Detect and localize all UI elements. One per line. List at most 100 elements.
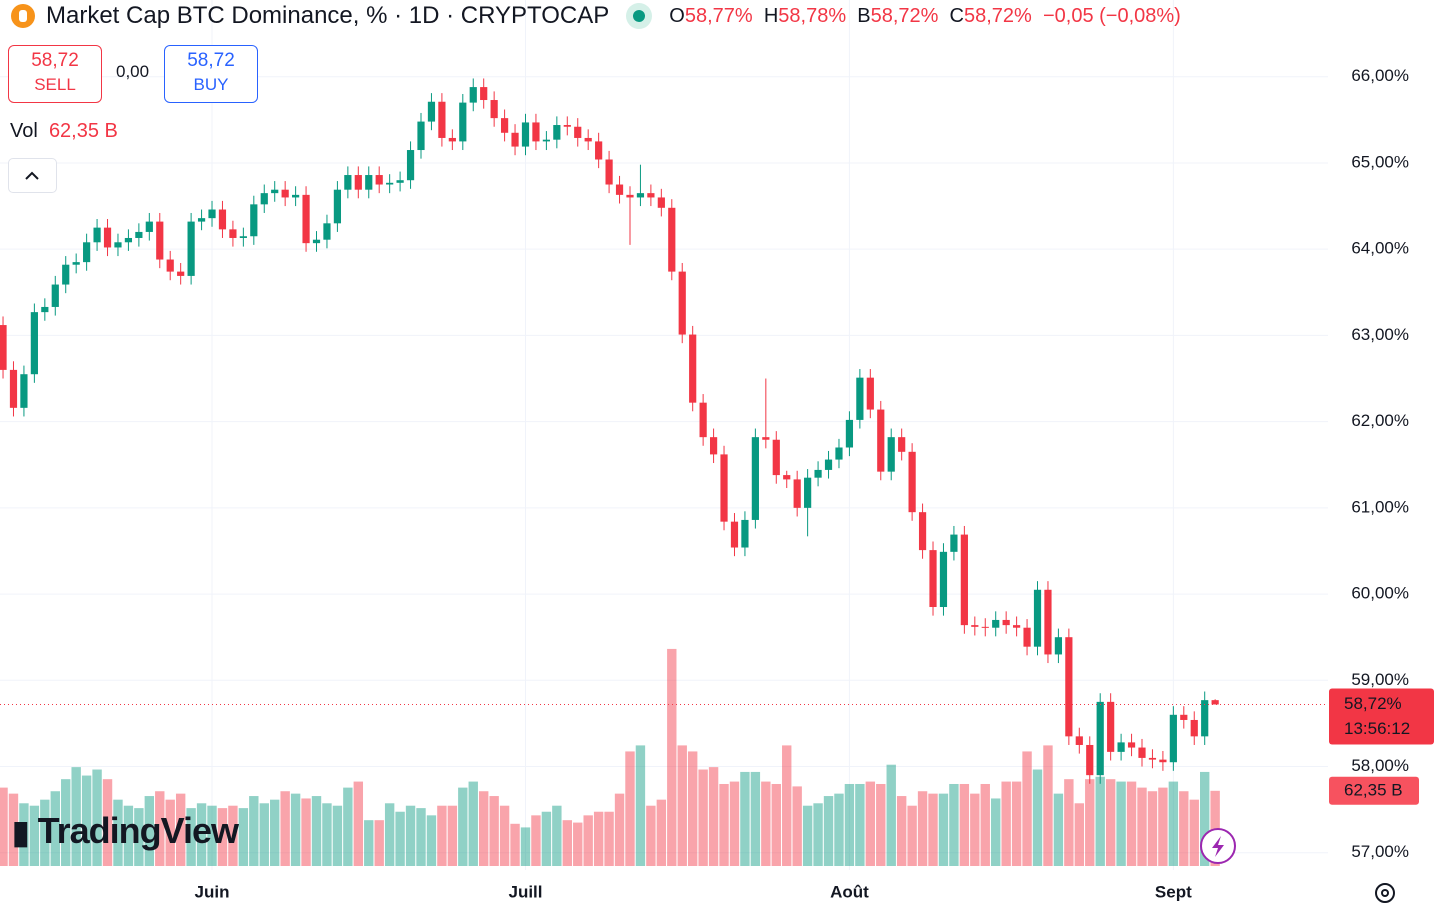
candle-body xyxy=(72,262,80,265)
candle-body xyxy=(1190,719,1198,737)
x-tick-label: Juin xyxy=(195,882,230,901)
candle-body xyxy=(354,175,362,190)
candle-body xyxy=(302,194,310,244)
volume-bar xyxy=(1147,791,1158,866)
volume-bar xyxy=(311,796,322,866)
y-tick-label: 64,00% xyxy=(1351,239,1409,258)
candle-body xyxy=(83,242,91,263)
volume-bar xyxy=(50,791,60,866)
volume-bar xyxy=(750,771,761,866)
volume-bar xyxy=(207,805,217,866)
volume-bar xyxy=(614,793,625,866)
candle-body xyxy=(814,469,822,478)
volume-bar xyxy=(1105,779,1116,866)
h-value: 58,78% xyxy=(778,4,847,27)
ohlc: O58,77% H58,78% B58,72% C58,72% −0,05 (−… xyxy=(669,5,1181,28)
candle-body xyxy=(762,437,770,440)
candle-body xyxy=(574,126,582,138)
volume-bar xyxy=(1043,745,1053,866)
change: −0,05 (−0,08%) xyxy=(1042,4,1181,27)
volume-bar xyxy=(1085,779,1095,866)
vol-label: Vol xyxy=(10,120,38,142)
candle-body xyxy=(51,284,59,307)
volume-bar xyxy=(144,796,155,866)
candle-body xyxy=(793,479,801,508)
volume-bar xyxy=(729,781,740,866)
candle-body xyxy=(1013,625,1021,628)
volume-bar xyxy=(249,796,259,866)
volume-bar xyxy=(238,808,249,866)
header: Market Cap BTC Dominance, % · 1D · CRYPT… xyxy=(10,2,1181,30)
volume-bar xyxy=(81,775,92,866)
volume-bar xyxy=(478,791,489,866)
c-value: 58,72% xyxy=(964,4,1032,27)
candle-body xyxy=(218,209,227,230)
candle-body xyxy=(856,377,864,420)
candle-body xyxy=(783,475,791,480)
volume-bar xyxy=(1116,781,1126,866)
candle-body xyxy=(918,512,927,551)
candle-body xyxy=(741,519,749,548)
y-tick-label: 61,00% xyxy=(1351,497,1409,516)
buy-button[interactable]: 58,72 BUY xyxy=(164,45,258,103)
candle-body xyxy=(0,325,7,370)
volume-bar xyxy=(646,805,656,866)
volume-bar xyxy=(0,787,8,866)
candle-body xyxy=(1180,714,1188,720)
candle-body xyxy=(62,264,70,285)
logo: ▮ TradingView xyxy=(12,810,239,852)
volume-bar xyxy=(855,783,865,866)
sell-price: 58,72 xyxy=(31,50,79,71)
candle-body xyxy=(1127,742,1136,748)
volume-bar xyxy=(40,799,50,866)
volume-bar xyxy=(1126,781,1137,866)
volume-bar xyxy=(270,799,280,866)
price-tag xyxy=(1329,688,1434,745)
candle-body xyxy=(20,374,28,408)
volume-bar xyxy=(426,815,437,866)
volume-bar xyxy=(113,799,123,866)
volume-bar xyxy=(541,811,552,866)
volume-bar xyxy=(364,820,374,866)
volume-bar xyxy=(1168,781,1179,866)
volume-bar xyxy=(29,805,40,866)
buy-label: BUY xyxy=(193,75,229,94)
candle-body xyxy=(406,150,415,181)
candle-body xyxy=(898,437,906,452)
volume-bar xyxy=(1053,793,1064,866)
logo-mark: ▮ xyxy=(12,814,30,850)
sell-button[interactable]: 58,72 SELL xyxy=(8,45,102,103)
y-tick-label: 59,00% xyxy=(1351,670,1409,689)
volume-bar xyxy=(792,786,802,866)
candle-body xyxy=(751,437,759,520)
volume-bar xyxy=(740,771,750,866)
volume-bar xyxy=(510,823,520,866)
candle-body xyxy=(678,271,686,335)
candle-body xyxy=(333,189,342,224)
volume-bar xyxy=(1074,803,1085,866)
volume-bar xyxy=(228,805,238,866)
candle-body xyxy=(9,369,18,408)
price-tag-label: 58,72% xyxy=(1344,694,1402,713)
volume-bar xyxy=(102,779,113,866)
volume-bar xyxy=(886,764,896,866)
symbol-title: Market Cap BTC Dominance, % · 1D · CRYPT… xyxy=(46,2,610,29)
candle-body xyxy=(187,221,195,276)
sell-label: SELL xyxy=(34,75,76,94)
candle-body xyxy=(584,137,592,142)
volume-bar xyxy=(719,783,729,866)
candle-body xyxy=(1033,589,1042,647)
volume-tag-label: 62,35 B xyxy=(1344,780,1403,799)
volume-bar xyxy=(374,820,384,866)
volume-bar xyxy=(499,805,510,866)
candle-body xyxy=(114,242,122,248)
candle-body xyxy=(1075,736,1083,745)
volume-bar xyxy=(520,827,531,866)
candle-body xyxy=(511,132,519,147)
candle-body xyxy=(250,204,258,237)
candle-body xyxy=(1148,757,1157,760)
collapse-button[interactable] xyxy=(8,158,57,193)
volume-bar xyxy=(343,787,353,866)
candle-body xyxy=(417,121,425,151)
volume-bar xyxy=(217,808,228,866)
